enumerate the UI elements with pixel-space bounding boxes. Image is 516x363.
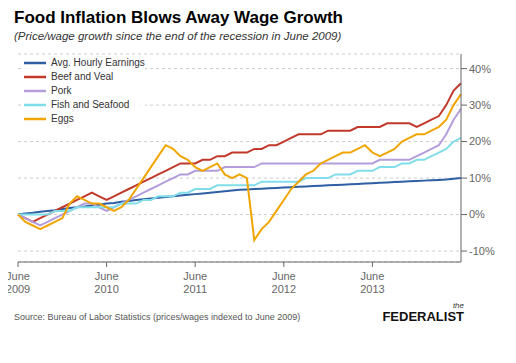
svg-text:40%: 40% [469, 63, 491, 75]
html-text:Fish and Seafood: Fish and Seafood [51, 99, 130, 110]
html-text:Avg. Hourly Earnings: Avg. Hourly Earnings [51, 57, 145, 68]
html-text:Pork: Pork [51, 85, 72, 96]
svg-text:June2012: June2012 [272, 270, 296, 295]
html-text:Eggs: Eggs [51, 113, 74, 124]
svg-text:10%: 10% [469, 172, 491, 184]
svg-text:0%: 0% [469, 208, 485, 220]
svg-text:20%: 20% [469, 135, 491, 147]
svg-text:-10%: -10% [469, 245, 495, 257]
html-text:FEDERALIST: FEDERALIST [382, 309, 464, 324]
html-text:Beef and Veal: Beef and Veal [51, 71, 114, 82]
html-text:Food Inflation Blows Away Wage: Food Inflation Blows Away Wage Growth [14, 8, 343, 27]
html-text:(Price/wage growth since the e: (Price/wage growth since the end of the … [14, 30, 342, 42]
svg-text:June2011: June2011 [183, 270, 207, 295]
svg-text:June2010: June2010 [94, 270, 118, 295]
svg-text:June2009: June2009 [8, 270, 30, 295]
html-text:the: the [452, 301, 464, 310]
svg-text:30%: 30% [469, 99, 491, 111]
html-text:Source: Bureau of Labor Statis: Source: Bureau of Labor Statistics (pric… [14, 312, 301, 322]
svg-text:June2013: June2013 [360, 270, 384, 295]
